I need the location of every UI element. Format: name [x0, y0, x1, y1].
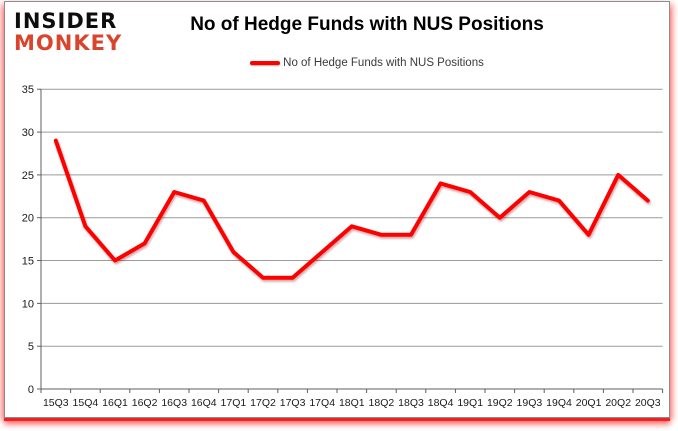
chart-window: INSIDER MONKEY No of Hedge Funds with NU… — [4, 1, 670, 418]
x-tick-label: 16Q2 — [132, 397, 158, 409]
y-tick-label: 35 — [22, 84, 34, 96]
y-tick-label: 15 — [22, 256, 34, 268]
x-tick-label: 15Q4 — [73, 397, 99, 409]
x-tick-label: 16Q3 — [161, 397, 187, 409]
x-tick-label: 19Q1 — [457, 397, 483, 409]
insider-monkey-logo: INSIDER MONKEY — [14, 10, 122, 54]
y-tick-label: 20 — [22, 213, 34, 225]
x-tick-label: 16Q4 — [191, 397, 217, 409]
legend-line-swatch — [250, 61, 281, 65]
line-chart: 0 5 10 15 20 25 30 35 15Q3 15Q4 16Q1 16Q2 16Q3 16Q4 17… — [22, 84, 664, 409]
x-tick-label: 16Q1 — [102, 397, 128, 409]
x-tick-label: 17Q4 — [309, 397, 335, 409]
y-tick-label: 10 — [22, 298, 34, 310]
legend: No of Hedge Funds with NUS Positions — [65, 57, 669, 69]
y-tick-label: 5 — [28, 341, 34, 353]
x-tick-label: 18Q3 — [398, 397, 424, 409]
x-tick-label: 20Q2 — [605, 397, 631, 409]
x-tick-label: 15Q3 — [43, 397, 69, 409]
y-tick-label: 30 — [22, 127, 34, 139]
x-tick-label: 20Q3 — [635, 397, 661, 409]
x-tick-label: 17Q3 — [280, 397, 306, 409]
x-tick-label: 19Q3 — [517, 397, 543, 409]
x-tick-label: 17Q1 — [221, 397, 247, 409]
legend-label: No of Hedge Funds with NUS Positions — [283, 57, 484, 69]
logo-line-insider: INSIDER — [14, 9, 118, 33]
x-tick-label: 18Q4 — [428, 397, 454, 409]
x-tick-label: 19Q4 — [546, 397, 572, 409]
x-tick-label: 17Q2 — [250, 397, 276, 409]
y-tick-label: 25 — [22, 170, 34, 182]
series-line — [53, 138, 650, 280]
chart-title: No of Hedge Funds with NUS Positions — [190, 14, 544, 35]
x-tick-label: 18Q1 — [339, 397, 365, 409]
x-tick-label: 18Q2 — [369, 397, 395, 409]
logo-line-monkey: MONKEY — [14, 31, 123, 55]
y-tick-label: 0 — [28, 384, 34, 396]
x-tick-label: 19Q2 — [487, 397, 513, 409]
x-tick-label: 20Q1 — [576, 397, 602, 409]
